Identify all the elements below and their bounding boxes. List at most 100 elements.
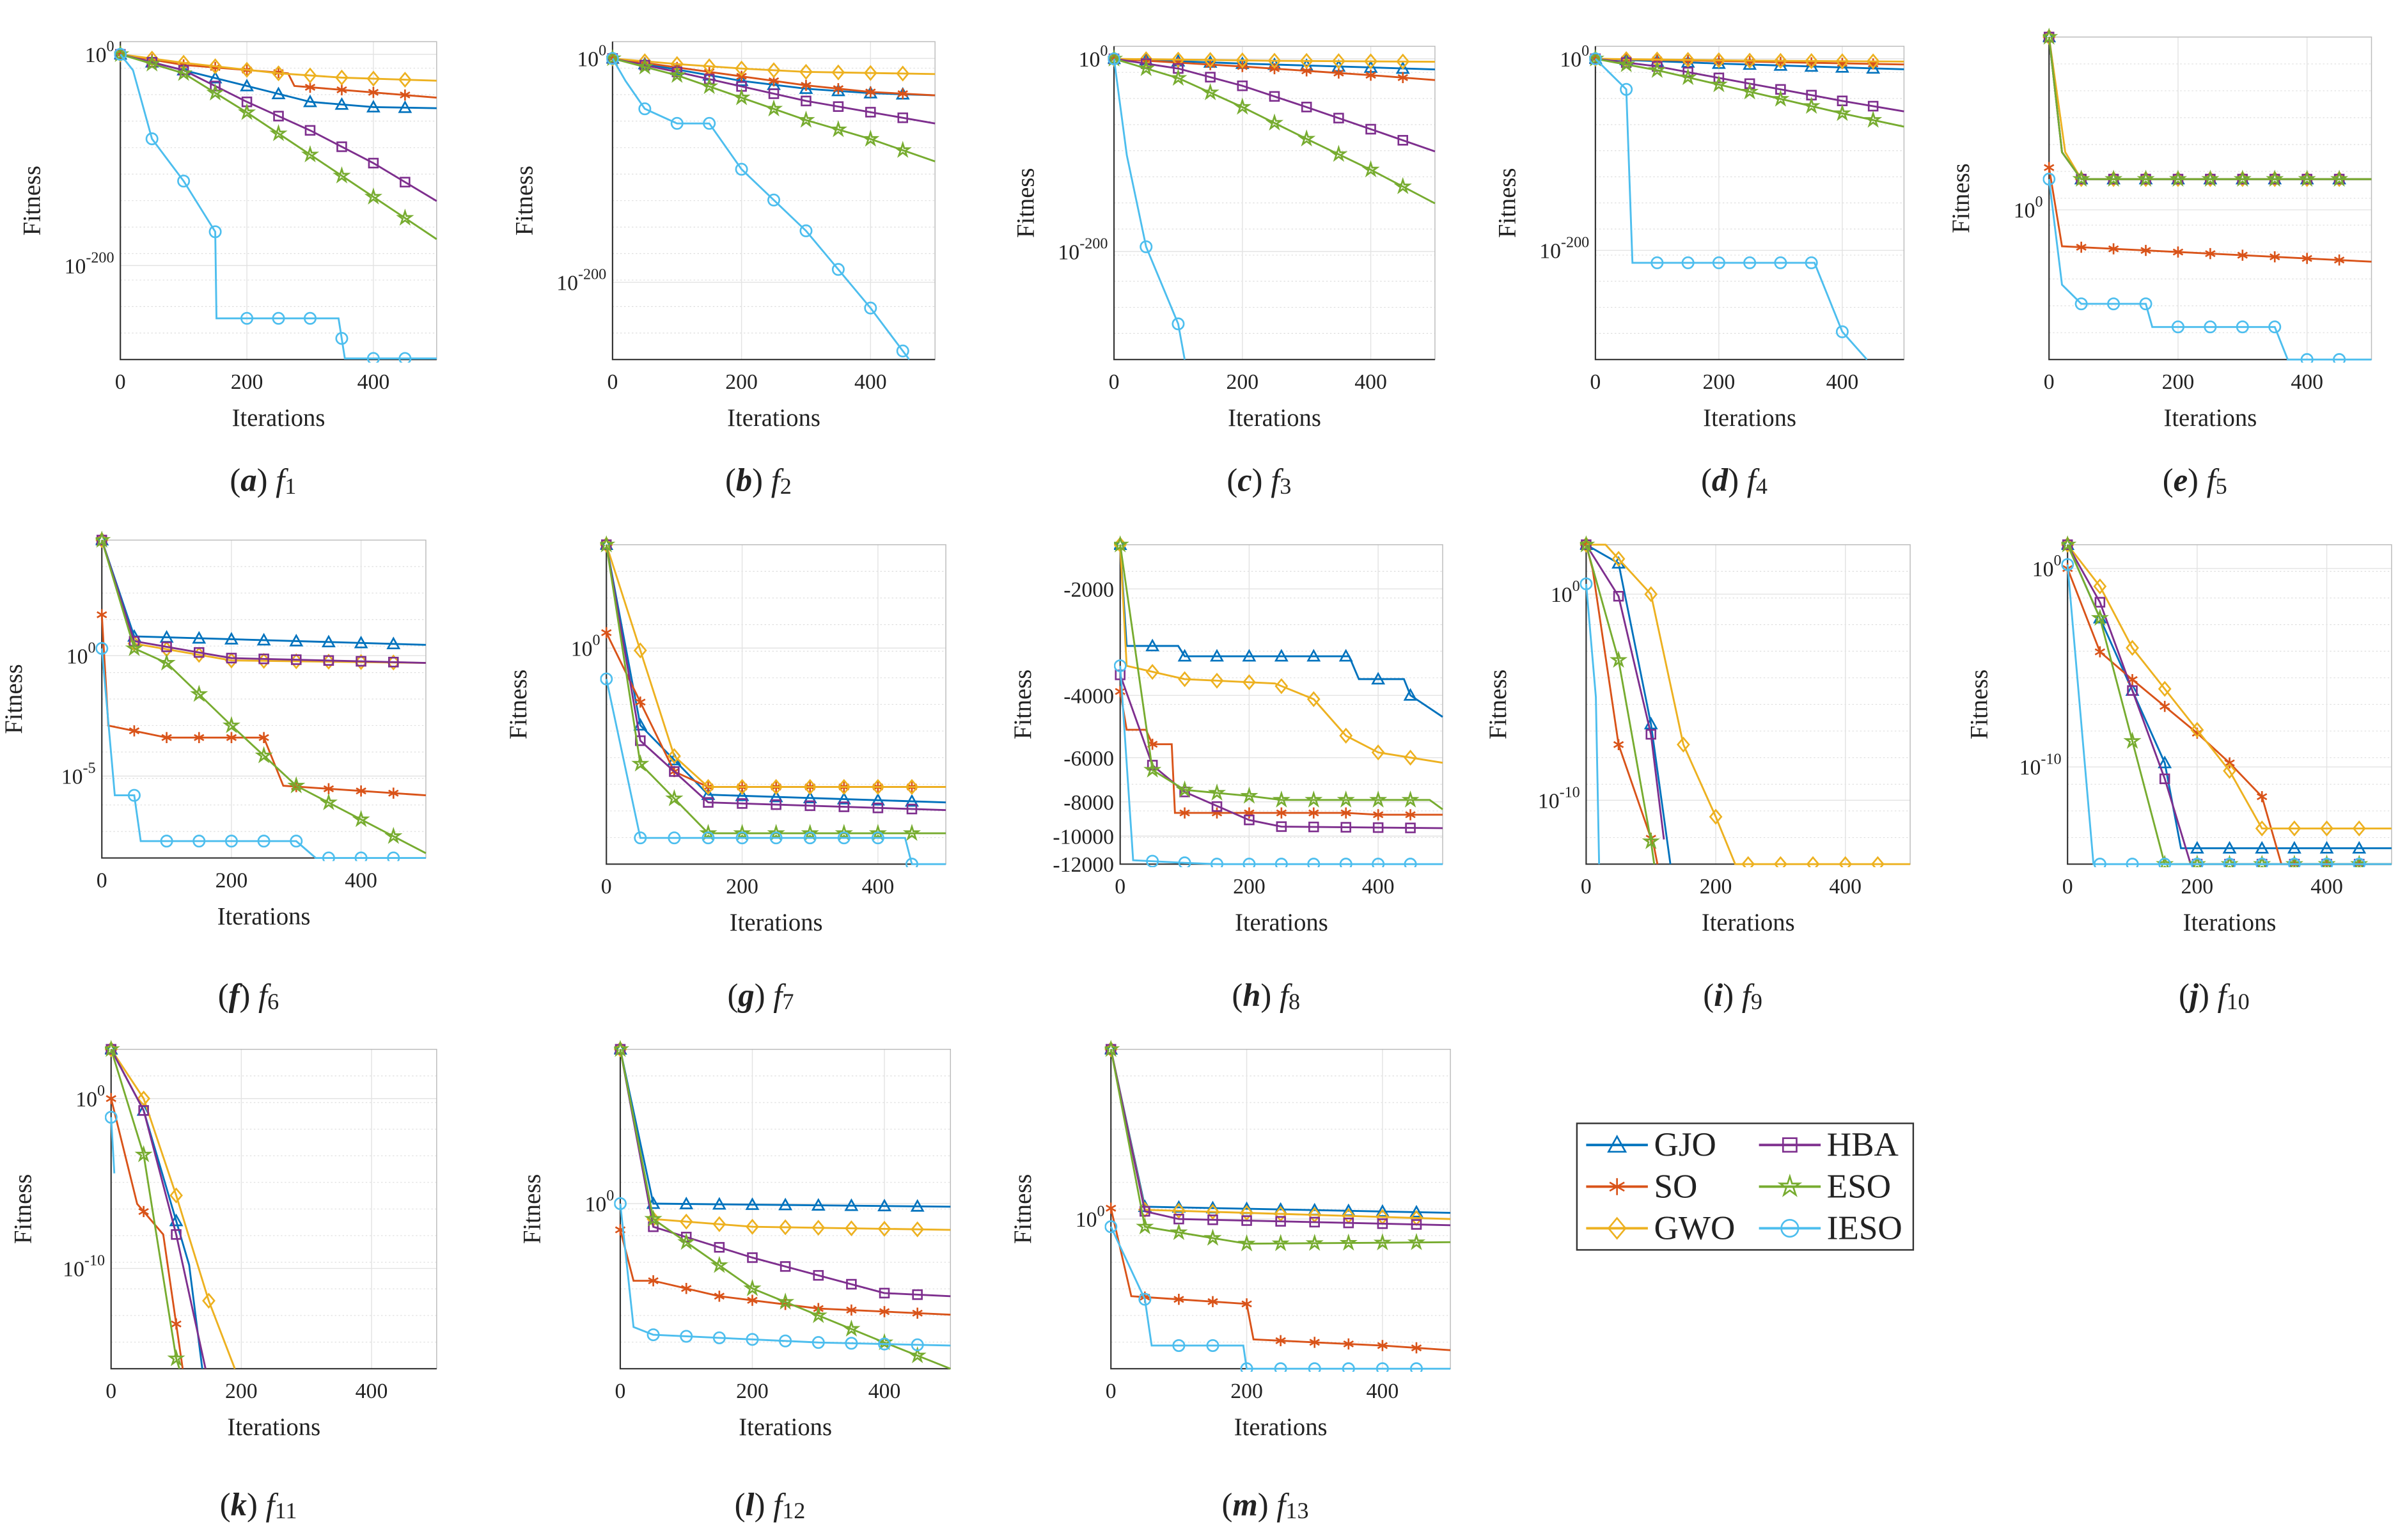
pentagram-marker: [2090, 608, 2109, 626]
subplot-caption: (i) f9: [1703, 977, 1762, 1014]
asterisk-marker: [226, 732, 237, 743]
y-axis-label: Fitness: [519, 1174, 545, 1244]
pentagram-marker: [1240, 786, 1258, 804]
diamond-marker: [1339, 727, 1353, 744]
diamond-marker: [2158, 680, 2172, 697]
diamond-marker: [1235, 52, 1250, 68]
series-line-hba: [100, 540, 426, 664]
pentagram-marker: [1169, 68, 1188, 86]
circle-marker: [803, 831, 817, 845]
y-axis-label: Fitness: [1485, 670, 1512, 739]
x-tick-label: 400: [1362, 875, 1395, 899]
diamond-marker: [702, 58, 716, 75]
series-line-hba: [1585, 544, 1665, 840]
pentagram-marker: [1143, 760, 1162, 778]
diamond-marker: [769, 779, 783, 796]
square-marker: [1645, 728, 1656, 740]
pentagram-marker: [829, 120, 847, 138]
caption-subscript: 1: [285, 473, 296, 499]
diamond-marker: [202, 1292, 216, 1309]
axes-lines: [1594, 46, 1904, 361]
diamond-marker: [1243, 674, 1256, 691]
circle-marker: [1372, 858, 1385, 868]
y-tick-label: 100: [85, 38, 114, 67]
series-line-gwo: [1595, 58, 1904, 63]
x-tick-label: 400: [862, 875, 895, 899]
diamond-marker: [871, 779, 885, 796]
diamond-marker: [1835, 53, 1849, 70]
circle-marker: [638, 102, 652, 116]
diamond-marker: [633, 642, 647, 659]
diamond-marker: [1364, 53, 1377, 70]
y-tick-label: -10000: [1053, 825, 1114, 849]
diamond-marker: [767, 62, 781, 79]
triangle-marker: [354, 635, 368, 648]
circle-marker: [1274, 1362, 1287, 1372]
pentagram-marker: [190, 684, 208, 702]
y-tick-label: 100: [1560, 43, 1589, 72]
asterisk-marker: [400, 89, 411, 101]
tick-exponent: -200: [578, 267, 606, 283]
caption-paren: (: [2179, 977, 2190, 1013]
circle-marker: [1650, 256, 1664, 269]
circle-marker: [127, 789, 141, 802]
diamond-marker: [811, 1220, 826, 1236]
y-tick-label: 10-10: [2019, 751, 2062, 780]
diamond-marker: [1178, 671, 1191, 688]
pentagram-marker: [1373, 1233, 1392, 1251]
circle-marker: [2300, 353, 2314, 363]
circle-marker: [1339, 858, 1352, 868]
diamond-marker: [2320, 820, 2333, 837]
series-line-ieso: [611, 58, 911, 361]
series-line-ieso: [605, 679, 946, 865]
series-line-hba: [1113, 58, 1436, 153]
x-axis-label: Iterations: [730, 909, 823, 936]
circle-marker: [354, 851, 368, 861]
legend-label: SO: [1654, 1168, 1698, 1205]
caption-letter: h: [1243, 977, 1260, 1013]
diamond-marker: [1806, 856, 1820, 868]
square-marker: [2127, 685, 2138, 696]
y-axis-label: Fitness: [1494, 168, 1521, 238]
pentagram-marker: [237, 102, 256, 120]
y-tick-label: 100: [577, 43, 606, 72]
series-line-gwo: [1114, 58, 1435, 63]
legend-label: GWO: [1654, 1209, 1736, 1246]
pentagram-marker: [255, 746, 273, 764]
asterisk-marker: [1241, 1298, 1252, 1310]
asterisk-marker: [336, 84, 347, 96]
x-axis-label: Iterations: [232, 405, 325, 432]
triangle-marker: [1242, 648, 1257, 662]
circle-marker: [647, 1328, 660, 1342]
circle-marker: [702, 831, 715, 845]
axes-box: [1113, 45, 1436, 360]
series-line-ieso: [1109, 1226, 1451, 1370]
series-line-eso: [1595, 58, 1904, 128]
asterisk-marker: [865, 86, 876, 98]
series-line-ieso: [2066, 564, 2392, 865]
circle-marker: [1146, 854, 1159, 868]
asterisk-marker: [368, 86, 379, 98]
subplot-caption: (e) f5: [2163, 462, 2227, 499]
series-line-gjo: [2066, 544, 2392, 849]
x-tick-label: 400: [2291, 370, 2323, 394]
y-tick-label: 100: [1551, 578, 1580, 607]
square-marker: [912, 1289, 923, 1300]
pentagram-marker: [384, 826, 403, 844]
pentagram-marker: [699, 824, 717, 841]
pentagram-marker: [1642, 831, 1660, 849]
y-tick-label: 10-5: [61, 760, 96, 789]
x-tick-label: 400: [854, 370, 887, 394]
x-tick-label: 0: [615, 1379, 626, 1403]
circle-marker: [1780, 1219, 1799, 1238]
caption-letter: d: [1712, 462, 1729, 498]
circle-marker: [1172, 317, 1185, 331]
tick-exponent: -200: [1079, 236, 1108, 253]
caption-letter: m: [1232, 1486, 1257, 1522]
square-marker: [1411, 1219, 1422, 1230]
tick-exponent: -10: [2041, 751, 2061, 767]
caption-paren: (: [2163, 462, 2174, 498]
